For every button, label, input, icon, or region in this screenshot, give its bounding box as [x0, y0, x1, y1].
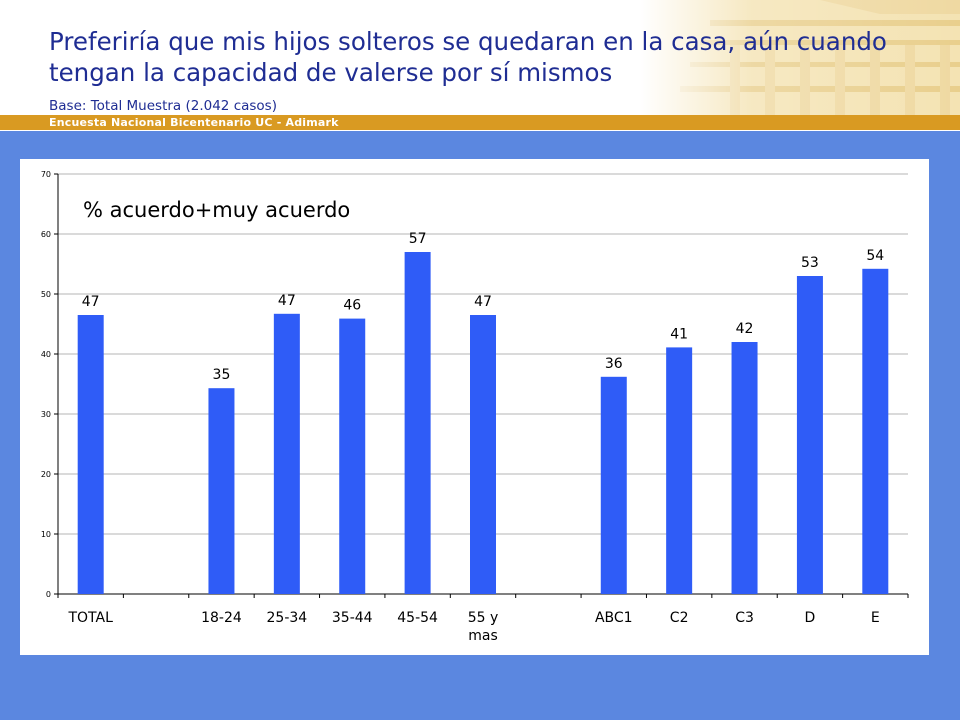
- y-tick-label: 40: [41, 350, 51, 359]
- bar-data-label: 47: [278, 293, 296, 309]
- bar: [404, 252, 431, 594]
- slide-header: Preferiría que mis hijos solteros se que…: [0, 0, 960, 130]
- y-tick-label: 30: [41, 410, 51, 419]
- bar-chart: 0 10 20 30 40 50 60 70 TOTAL 18-24 25-34 35-44 45-5…: [20, 159, 929, 655]
- bar: [796, 276, 823, 594]
- x-category-label: D: [805, 610, 816, 626]
- x-category-label: C2: [670, 610, 689, 626]
- x-category-label: ABC1: [595, 610, 633, 626]
- bar-data-label: 47: [82, 294, 100, 310]
- x-category-label: C3: [735, 610, 754, 626]
- x-category-label: mas: [468, 628, 498, 644]
- building-watermark-graphic: [640, 0, 960, 118]
- y-axis: 0 10 20 30 40 50 60 70: [41, 170, 59, 599]
- slide-title: Preferiría que mis hijos solteros se que…: [49, 27, 887, 87]
- bar-series: [77, 252, 889, 594]
- bar: [862, 268, 889, 594]
- source-label: Encuesta Nacional Bicentenario UC - Adim…: [49, 116, 339, 129]
- bar-data-label: 41: [670, 326, 688, 342]
- bar-data-label: 46: [343, 298, 361, 314]
- bar-data-label: 53: [801, 255, 819, 271]
- y-tick-label: 10: [41, 530, 51, 539]
- y-tick-label: 70: [41, 170, 51, 179]
- x-category-label: 35-44: [332, 610, 373, 626]
- bar-data-label: 54: [866, 248, 884, 264]
- base-subtitle: Base: Total Muestra (2.042 casos): [49, 98, 277, 114]
- x-category-label: 55 y: [468, 610, 499, 626]
- y-tick-label: 60: [41, 230, 51, 239]
- x-category-label: 18-24: [201, 610, 242, 626]
- bar-data-label: 42: [736, 321, 754, 337]
- bar-data-label: 47: [474, 294, 492, 310]
- bar: [600, 376, 627, 594]
- bar: [77, 315, 104, 594]
- x-category-label: E: [871, 610, 880, 626]
- y-tick-label: 0: [46, 590, 51, 599]
- bar: [470, 315, 496, 594]
- bar-data-label: 35: [213, 367, 231, 383]
- bar: [666, 347, 693, 594]
- bar-data-label: 36: [605, 356, 623, 372]
- bar: [339, 318, 366, 594]
- bar: [208, 388, 235, 594]
- bar-data-label: 57: [409, 231, 427, 247]
- source-strip: [0, 115, 960, 130]
- bar: [731, 342, 758, 594]
- x-category-label: 25-34: [267, 610, 308, 626]
- chart-annotation: % acuerdo+muy acuerdo: [83, 198, 350, 222]
- x-category-label: 45-54: [397, 610, 438, 626]
- y-tick-label: 20: [41, 470, 51, 479]
- x-category-label: TOTAL: [67, 610, 113, 626]
- data-labels: 47 35 47 46 57 47 36 41 42 53 54: [82, 231, 885, 383]
- y-tick-label: 50: [41, 290, 51, 299]
- bar: [273, 313, 300, 594]
